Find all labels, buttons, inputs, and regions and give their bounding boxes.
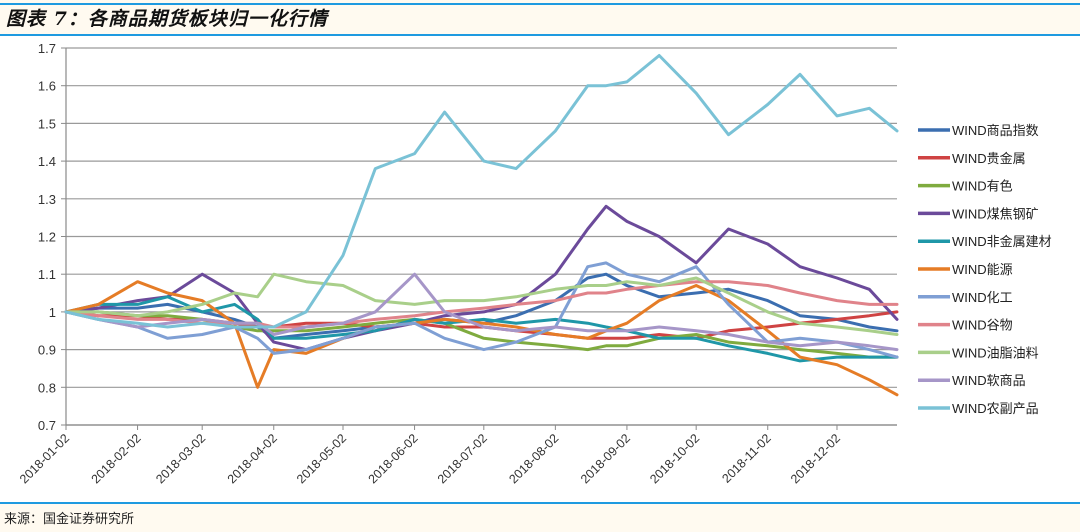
x-tick-label: 2018-06-02 — [366, 431, 421, 486]
x-tick-label: 2018-07-02 — [435, 431, 490, 486]
legend-label: WIND谷物 — [952, 318, 1013, 333]
legend-label: WIND油脂油料 — [952, 345, 1039, 360]
y-tick-label: 0.8 — [38, 380, 56, 395]
y-axis: 1.7 1.6 1.5 1.4 1.3 1.2 1.1 1 0.9 0.8 0.7 — [38, 41, 67, 433]
x-tick-label: 2018-10-02 — [647, 431, 702, 486]
y-tick-label: 1.1 — [38, 267, 56, 282]
title-top-rule — [0, 3, 1080, 5]
legend-label: WIND贵金属 — [952, 151, 1026, 166]
x-tick-label: 2018-01-02 — [17, 431, 72, 486]
chart-title: 图表 7：各商品期货板块归一化行情 — [6, 8, 328, 30]
grid-lines — [66, 47, 897, 426]
y-tick-label: 1 — [49, 305, 56, 320]
legend-label: WIND农副产品 — [952, 401, 1039, 416]
y-tick-label: 1.7 — [38, 41, 56, 56]
footer-rule — [0, 502, 1080, 504]
x-tick-label: 2018-05-02 — [294, 431, 349, 486]
x-tick-label: 2018-04-02 — [225, 431, 280, 486]
series-line — [64, 54, 899, 329]
legend-label: WIND软商品 — [952, 373, 1026, 388]
x-tick-label: 2018-02-02 — [89, 431, 144, 486]
title-bottom-rule — [0, 34, 1080, 36]
series-line — [64, 272, 899, 352]
source-note: 来源：国金证券研究所 — [4, 512, 135, 527]
x-tick-label: 2018-11-02 — [719, 431, 773, 485]
chart-area: 1.7 1.6 1.5 1.4 1.3 1.2 1.1 1 0.9 0.8 0.7 2018-01-… — [0, 36, 1080, 502]
legend-label: WIND非金属建材 — [952, 234, 1052, 249]
series-lines — [64, 54, 899, 397]
legend-label: WIND化工 — [952, 290, 1013, 305]
series-line — [64, 272, 899, 336]
line-chart: 1.7 1.6 1.5 1.4 1.3 1.2 1.1 1 0.9 0.8 0.7 2018-01-… — [17, 41, 1052, 486]
x-axis: 2018-01-02 2018-02-02 2018-03-02 2018-04-02… — [17, 424, 897, 486]
y-tick-label: 1.4 — [38, 154, 56, 169]
legend-label: WIND有色 — [952, 179, 1013, 194]
x-tick-label: 2018-12-02 — [788, 431, 843, 486]
y-tick-label: 1.2 — [38, 230, 56, 245]
legend-label: WIND商品指数 — [952, 123, 1039, 138]
y-tick-label: 0.9 — [38, 343, 56, 358]
legend: WIND商品指数 WIND贵金属 WIND有色 WIND煤焦钢矿 WIND非金属建材 WI… — [918, 123, 1052, 416]
series-line — [64, 261, 899, 359]
legend-label: WIND能源 — [952, 262, 1013, 277]
series-line — [64, 204, 899, 352]
x-tick-label: 2018-03-02 — [153, 431, 208, 486]
legend-label: WIND煤焦钢矿 — [952, 206, 1039, 221]
y-tick-label: 1.5 — [38, 116, 56, 131]
series-line — [64, 280, 899, 397]
y-tick-label: 0.7 — [38, 418, 56, 433]
y-tick-label: 1.6 — [38, 79, 56, 94]
x-tick-label: 2018-08-02 — [506, 431, 561, 486]
y-tick-label: 1.3 — [38, 192, 56, 207]
title-bar: 图表 7：各商品期货板块归一化行情 — [0, 0, 1080, 36]
x-tick-label: 2018-09-02 — [578, 431, 633, 486]
